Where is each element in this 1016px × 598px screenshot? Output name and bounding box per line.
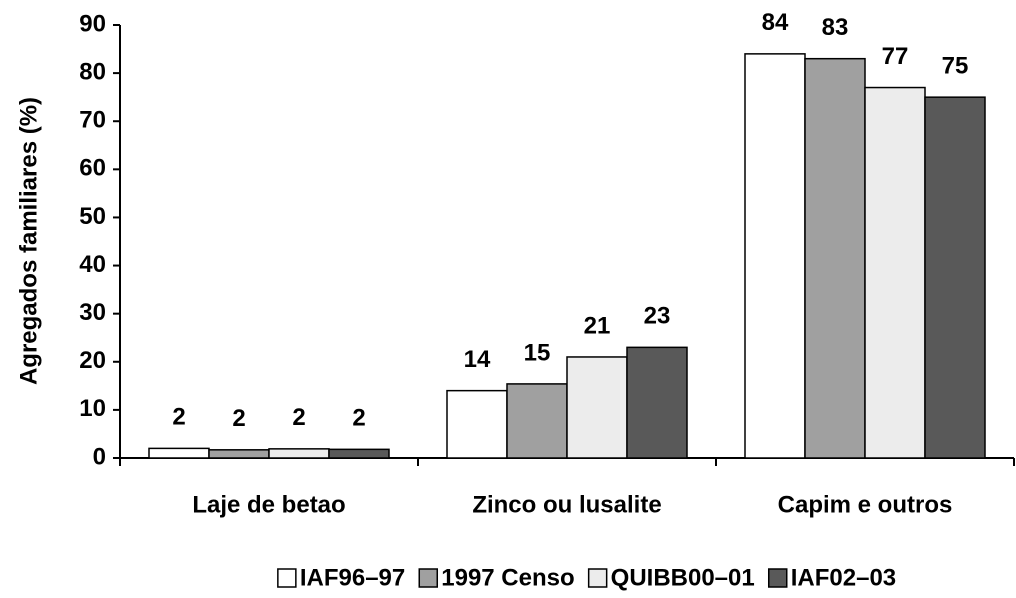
legend-label: IAF96–97 [300, 564, 405, 591]
y-tick-label: 40 [79, 251, 106, 278]
value-label: 84 [762, 9, 789, 36]
bar [506, 383, 568, 459]
legend-label: IAF02–03 [791, 564, 896, 591]
y-tick-label: 30 [79, 299, 106, 326]
bar [446, 389, 508, 459]
bar [268, 448, 330, 459]
bar [924, 96, 986, 459]
bar [566, 356, 628, 459]
bar [744, 53, 806, 459]
bar [148, 447, 210, 459]
y-tick-label: 20 [79, 347, 106, 374]
legend-swatch [767, 568, 788, 588]
value-label: 15 [524, 339, 551, 366]
y-tick-label: 90 [79, 10, 106, 37]
value-label: 77 [882, 43, 909, 70]
value-label: 2 [232, 405, 245, 432]
y-tick-label: 0 [93, 443, 106, 470]
y-tick-label: 80 [79, 58, 106, 85]
value-label: 83 [822, 14, 849, 41]
value-label: 2 [352, 405, 365, 432]
y-axis-title: Agregados familiares (%) [15, 97, 42, 385]
y-tick-label: 50 [79, 203, 106, 230]
y-tick-label: 70 [79, 107, 106, 134]
y-tick-label: 60 [79, 155, 106, 182]
legend-label: QUIBB00–01 [611, 564, 755, 591]
value-label: 2 [172, 404, 185, 431]
legend-swatch [587, 568, 608, 588]
x-tick-label: Laje de betao [192, 491, 345, 518]
bar [804, 57, 866, 459]
bar [208, 449, 270, 459]
y-tick-label: 10 [79, 395, 106, 422]
value-label: 2 [292, 404, 305, 431]
bar [626, 346, 688, 459]
legend-swatch [418, 568, 439, 588]
legend-label: 1997 Censo [441, 564, 574, 591]
x-tick-label: Zinco ou lusalite [472, 491, 661, 518]
bar [864, 86, 926, 459]
bar [328, 448, 390, 459]
value-label: 75 [942, 53, 969, 80]
value-label: 21 [584, 312, 611, 339]
x-tick-label: Capim e outros [778, 491, 953, 518]
value-label: 23 [644, 303, 671, 330]
value-label: 14 [464, 346, 491, 373]
legend-swatch [277, 568, 297, 588]
